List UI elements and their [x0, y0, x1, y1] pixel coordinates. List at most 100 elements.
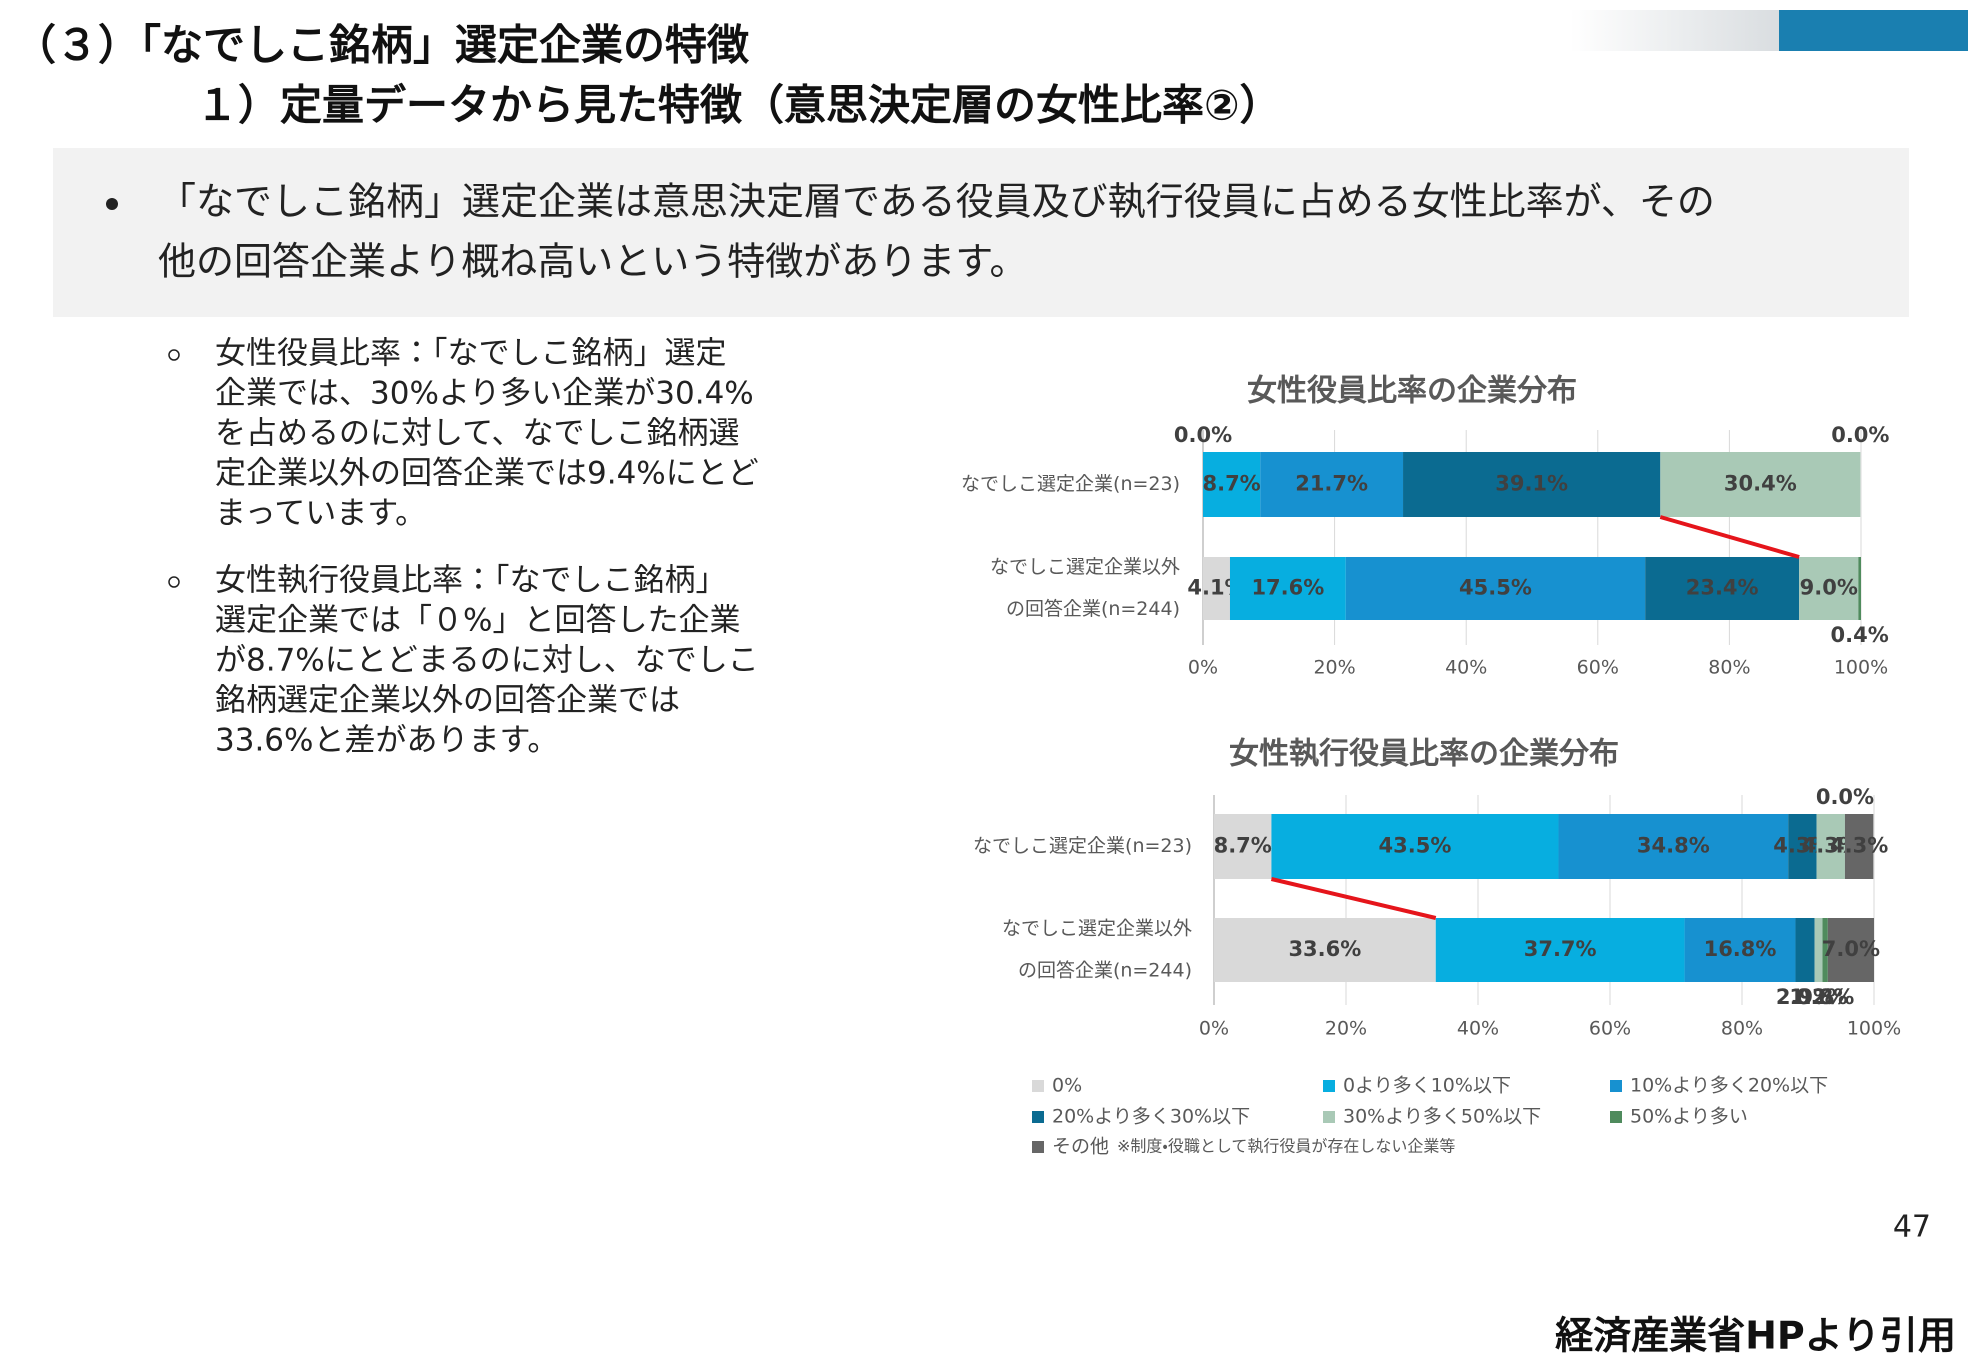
value-label: 0.0% [1831, 423, 1889, 447]
point-line: 女性執行役員比率：「なでしこ銘柄」 [215, 563, 727, 599]
summary-line: 「なでしこ銘柄」選定企業は意思決定層である役員及び執行役員に占める女性比率が、そ… [158, 180, 1715, 224]
value-label: 43.5% [1379, 834, 1452, 858]
point-line: 企業では、30%より多い企業が30.4% [215, 376, 754, 412]
bar-segment [1214, 918, 1436, 982]
x-tick-label: 20% [1325, 1018, 1367, 1040]
subtitle: １）定量データから見た特徴（意思決定層の女性比率②） [196, 81, 1282, 130]
legend-label: 50%より多い [1630, 1106, 1748, 1128]
value-label: 33.6% [1288, 937, 1361, 961]
bar-segment [1271, 814, 1559, 879]
value-label: 23.4% [1686, 576, 1759, 600]
sub-bullet [168, 576, 180, 588]
x-tick-label: 60% [1577, 657, 1619, 679]
bar-segment [1795, 918, 1815, 982]
bar-segment [1684, 918, 1796, 982]
bar-segment [1203, 452, 1261, 517]
point-line: 選定企業では「０%」と回答した企業 [215, 603, 740, 639]
bar-segment [1788, 814, 1817, 879]
value-label: 0.0% [1816, 785, 1874, 809]
legend-label: その他 [1052, 1136, 1109, 1158]
category-label: の回答企業(n=244) [1018, 960, 1192, 982]
x-tick-label: 0% [1188, 657, 1218, 679]
bar-segment [1799, 557, 1859, 620]
bar-segment [1260, 452, 1404, 517]
highlight-line [1270, 877, 1437, 920]
bar-segment [1816, 814, 1845, 879]
value-label: 8.7% [1214, 834, 1272, 858]
legend-swatch [1032, 1141, 1044, 1153]
point-line: が8.7%にとどまるのに対し、なでしこ [215, 643, 759, 679]
legend-label: 30%より多く50%以下 [1343, 1106, 1541, 1128]
value-label: 1.2% [1789, 985, 1847, 1009]
bar-segment [1645, 557, 1800, 620]
category-label: の回答企業(n=244) [1006, 598, 1180, 620]
value-label: 17.6% [1251, 576, 1324, 600]
legend-swatch [1610, 1111, 1622, 1123]
source: 経済産業省HPより引用 [1555, 1314, 1956, 1358]
value-label: 0.4% [1831, 623, 1889, 647]
point-line: 定企業以外の回答企業では9.4%にとど [215, 456, 759, 492]
point-line: 銘柄選定企業以外の回答企業では [215, 683, 680, 719]
bar-segment [1203, 557, 1230, 620]
bar-segment [1844, 814, 1874, 879]
x-tick-label: 80% [1708, 657, 1750, 679]
legend-swatch [1032, 1080, 1044, 1092]
bar-segment [1403, 452, 1661, 517]
point-line: まっています。 [215, 496, 426, 532]
category-label: なでしこ選定企業以外 [990, 556, 1180, 578]
summary-box [53, 148, 1909, 317]
value-label: 2.9% [1776, 985, 1834, 1009]
x-tick-label: 40% [1457, 1018, 1499, 1040]
chart-title: 女性執行役員比率の企業分布 [1229, 737, 1619, 772]
bar-segment [1814, 918, 1823, 982]
bar-segment [1827, 918, 1874, 982]
legend-swatch [1323, 1080, 1335, 1092]
value-label: 9.0% [1800, 576, 1858, 600]
x-tick-label: 80% [1721, 1018, 1763, 1040]
legend-label: 20%より多く30%以下 [1052, 1106, 1250, 1128]
legend-swatch [1032, 1111, 1044, 1123]
x-tick-label: 60% [1589, 1018, 1631, 1040]
header-decoration [1779, 10, 1968, 51]
value-label: 45.5% [1459, 576, 1532, 600]
value-label: 7.0% [1822, 937, 1880, 961]
bar-segment [1214, 814, 1272, 879]
point-line: 33.6%と差があります。 [215, 723, 558, 759]
legend-label: 10%より多く20%以下 [1630, 1075, 1828, 1097]
header-decoration [1570, 10, 1780, 51]
legend-swatch [1610, 1080, 1622, 1092]
point-line: を占めるのに対して、なでしこ銘柄選 [215, 416, 740, 452]
bar-segment [1858, 557, 1861, 620]
value-label: 30.4% [1724, 472, 1797, 496]
bullet [106, 198, 118, 210]
category-label: なでしこ選定企業以外 [1002, 918, 1192, 940]
value-label: 16.8% [1704, 937, 1777, 961]
summary-line: 他の回答企業より概ね高いという特徴があります。 [158, 240, 1027, 284]
bar-segment [1345, 557, 1646, 620]
x-tick-label: 40% [1445, 657, 1487, 679]
title: （３）「なでしこ銘柄」選定企業の特徴 [14, 21, 750, 70]
bar-segment [1660, 452, 1861, 517]
value-label: 0.0% [1174, 423, 1232, 447]
legend-note: ※制度・役職として執行役員が存在しない企業等 [1117, 1137, 1455, 1156]
bar-segment [1229, 557, 1346, 620]
x-tick-label: 20% [1313, 657, 1355, 679]
bar-segment [1822, 918, 1828, 982]
value-label: 4.3% [1830, 834, 1888, 858]
chart-title: 女性役員比率の企業分布 [1247, 374, 1577, 409]
legend-label: 0より多く10%以下 [1343, 1075, 1511, 1097]
bar-segment [1435, 918, 1685, 982]
value-label: 39.1% [1495, 472, 1568, 496]
x-tick-label: 100% [1847, 1018, 1901, 1040]
legend-swatch [1323, 1111, 1335, 1123]
value-label: 8.7% [1202, 472, 1260, 496]
page-number: 47 [1893, 1210, 1931, 1245]
category-label: なでしこ選定企業(n=23) [973, 835, 1192, 857]
value-label: 37.7% [1524, 937, 1597, 961]
x-tick-label: 0% [1199, 1018, 1229, 1040]
value-label: 34.8% [1637, 834, 1710, 858]
x-tick-label: 100% [1834, 657, 1888, 679]
